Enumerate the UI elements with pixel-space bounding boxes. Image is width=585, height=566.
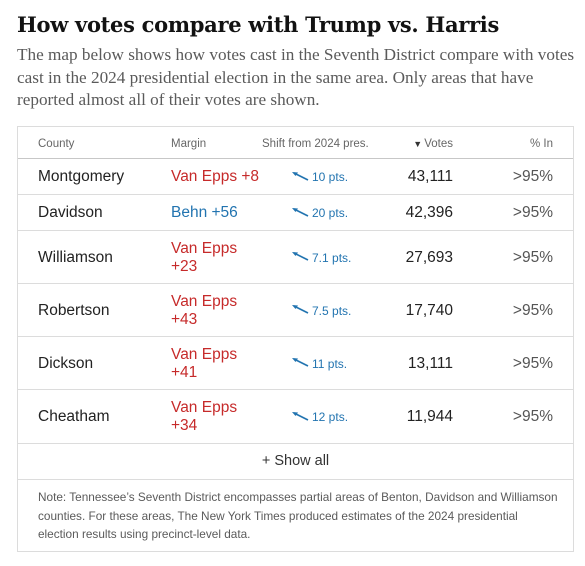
dek: The map below shows how votes cast in th… <box>17 45 575 109</box>
margin-value: Van Epps +41 <box>171 346 261 382</box>
table-row: Montgomery Van Epps +8 10 pts. 43,111 >95% <box>18 159 573 195</box>
vote-count: 11,944 <box>406 408 453 425</box>
margin-line: Van Epps <box>171 399 238 416</box>
header-margin[interactable]: Margin <box>171 138 207 150</box>
county-name: Dickson <box>38 354 94 372</box>
shift-text: 11 pts. <box>312 356 348 371</box>
arrow-up-left-icon <box>292 207 309 217</box>
table-header: County Margin Shift from 2024 pres. ▼ Vot… <box>18 127 573 159</box>
margin-value: Behn +56 <box>171 204 261 222</box>
vote-count: 43,111 <box>407 168 453 185</box>
table-row: Robertson Van Epps +43 7.5 pts. 17,740 >95% <box>18 284 573 337</box>
headline: How votes compare with Trump vs. Harris <box>17 12 499 37</box>
margin-value: Van Epps +8 <box>171 168 261 186</box>
margin-line: Van Epps <box>171 239 238 257</box>
table-row: Davidson Behn +56 20 pts. 42,396 >95% <box>18 195 573 231</box>
percent-in: >95% <box>512 408 553 425</box>
percent-in: >95% <box>512 301 553 319</box>
shift-value: 12 pts. <box>291 410 348 424</box>
header-shift[interactable]: Shift from 2024 pres. <box>262 138 369 150</box>
margin-line: +43 <box>171 310 198 328</box>
arrow-up-left-icon <box>292 305 309 315</box>
margin-value: Van Epps +43 <box>171 293 261 329</box>
margin-line: +23 <box>171 257 198 275</box>
percent-in: >95% <box>512 354 553 372</box>
county-name: Robertson <box>38 301 110 319</box>
shift-text: 12 pts. <box>312 410 349 424</box>
percent-in: >95% <box>512 204 553 221</box>
shift-value: 7.1 pts. <box>291 251 351 265</box>
header-votes[interactable]: ▼ Votes <box>413 138 453 150</box>
margin-line: Van Epps <box>171 292 238 310</box>
margin-line: +41 <box>171 363 198 381</box>
shift-value: 7.5 pts. <box>291 304 351 318</box>
margin-line: Behn +56 <box>171 204 238 221</box>
shift-text: 10 pts. <box>312 170 349 184</box>
arrow-up-left-icon <box>292 411 309 421</box>
arrow-up-left-icon <box>292 171 309 181</box>
percent-in: >95% <box>512 248 553 266</box>
shift-text: 7.1 pts. <box>312 250 352 265</box>
arrow-up-left-icon <box>292 358 309 368</box>
county-name: Williamson <box>38 248 113 266</box>
header-votes-label: Votes <box>424 138 453 150</box>
shift-value: 10 pts. <box>291 170 348 184</box>
table-row: Cheatham Van Epps +34 12 pts. 11,944 >95% <box>18 390 573 444</box>
county-name: Davidson <box>38 204 103 221</box>
shift-text: 7.5 pts. <box>312 303 352 318</box>
arrow-up-left-icon <box>292 252 309 262</box>
margin-line: +34 <box>171 417 198 434</box>
shift-value: 20 pts. <box>291 206 348 220</box>
vote-count: 42,396 <box>405 204 453 221</box>
table-row: Williamson Van Epps +23 7.1 pts. 27,693 >95% <box>18 231 573 284</box>
table-row: Dickson Van Epps +41 11 pts. 13,111 >95% <box>18 337 573 390</box>
sort-descending-icon: ▼ <box>413 139 423 149</box>
table-note: Note: Tennessee’s Seventh District encom… <box>38 490 558 541</box>
margin-line: Van Epps +8 <box>171 168 260 185</box>
vote-count: 17,740 <box>405 301 453 319</box>
results-table: County Margin Shift from 2024 pres. ▼ Vot… <box>17 126 574 552</box>
show-all-button[interactable]: + Show all <box>18 444 573 480</box>
margin-value: Van Epps +34 <box>171 399 261 435</box>
header-county[interactable]: County <box>38 138 75 150</box>
margin-value: Van Epps +23 <box>171 240 261 276</box>
county-name: Montgomery <box>38 168 125 185</box>
margin-line: Van Epps <box>171 345 238 363</box>
vote-count: 13,111 <box>407 354 453 372</box>
vote-count: 27,693 <box>405 248 453 266</box>
shift-text: 20 pts. <box>312 206 349 220</box>
percent-in: >95% <box>512 168 553 185</box>
county-name: Cheatham <box>38 408 110 425</box>
header-pct-in[interactable]: % In <box>529 138 553 150</box>
shift-value: 11 pts. <box>291 357 347 371</box>
